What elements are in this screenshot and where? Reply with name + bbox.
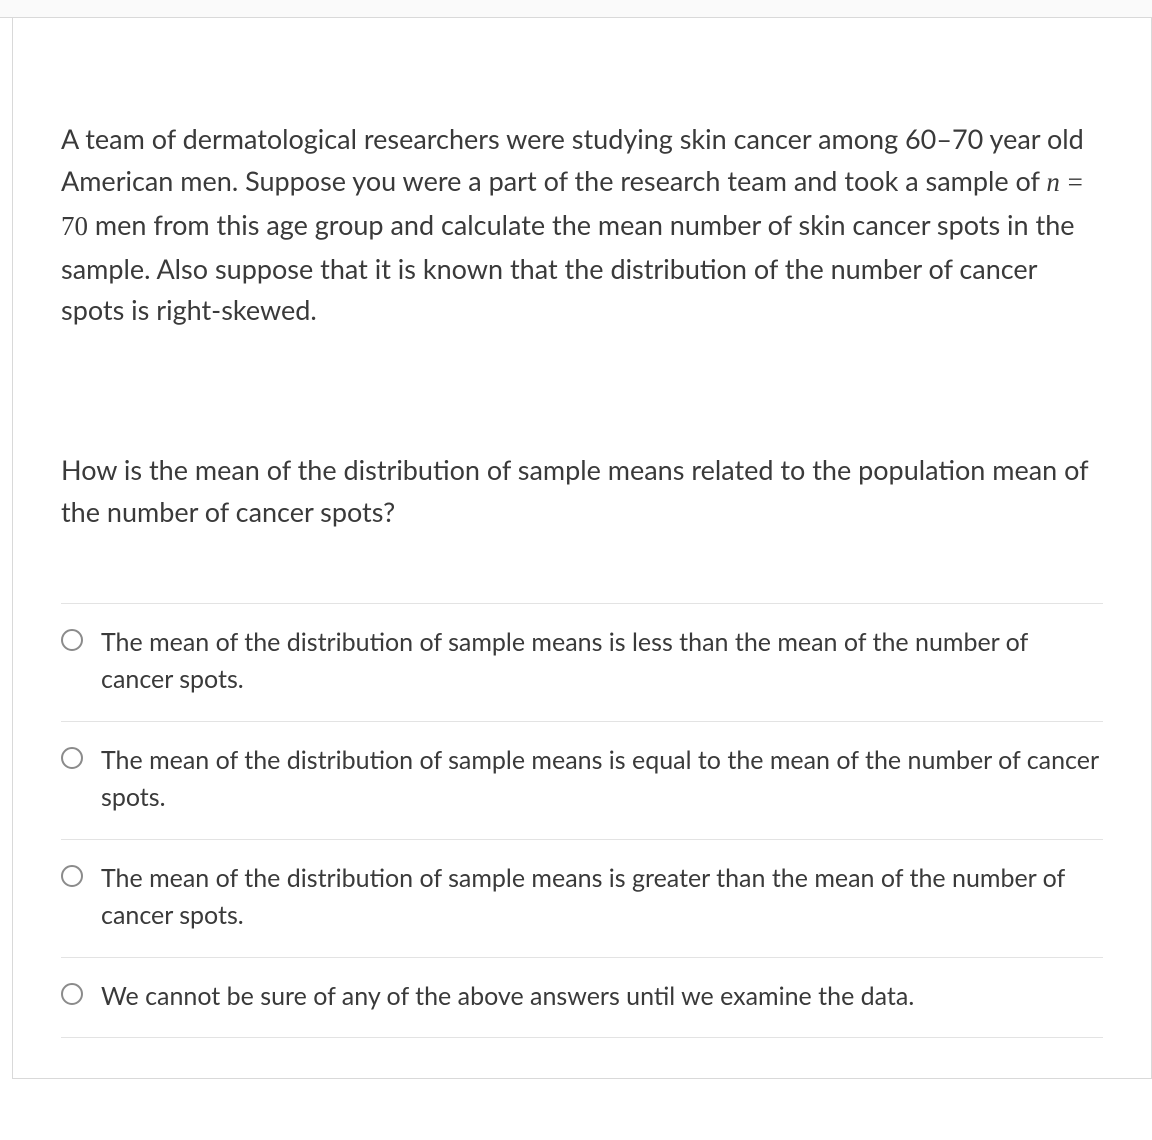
option-text: The mean of the distribution of sample m… [101, 742, 1103, 817]
math-value: 70 [61, 211, 88, 241]
prompt-text: How is the mean of the distribution of s… [61, 449, 1103, 533]
math-variable: n [1046, 167, 1060, 197]
radio-button[interactable] [61, 865, 83, 887]
radio-button[interactable] [61, 629, 83, 651]
option-row[interactable]: The mean of the distribution of sample m… [61, 839, 1103, 957]
top-bar [0, 0, 1152, 18]
question-context: A team of dermatological researchers wer… [61, 118, 1103, 331]
radio-button[interactable] [61, 983, 83, 1005]
context-post: men from this age group and calculate th… [61, 208, 1075, 327]
math-equals: = [1060, 167, 1084, 197]
option-text: The mean of the distribution of sample m… [101, 860, 1103, 935]
radio-button[interactable] [61, 747, 83, 769]
option-row[interactable]: The mean of the distribution of sample m… [61, 603, 1103, 721]
context-pre: A team of dermatological researchers wer… [61, 122, 1084, 197]
option-text: The mean of the distribution of sample m… [101, 624, 1103, 699]
option-row[interactable]: We cannot be sure of any of the above an… [61, 957, 1103, 1039]
question-card: A team of dermatological researchers wer… [12, 18, 1152, 1079]
option-row[interactable]: The mean of the distribution of sample m… [61, 721, 1103, 839]
question-prompt: How is the mean of the distribution of s… [61, 449, 1103, 533]
answer-options: The mean of the distribution of sample m… [61, 603, 1103, 1039]
option-text: We cannot be sure of any of the above an… [101, 978, 914, 1016]
